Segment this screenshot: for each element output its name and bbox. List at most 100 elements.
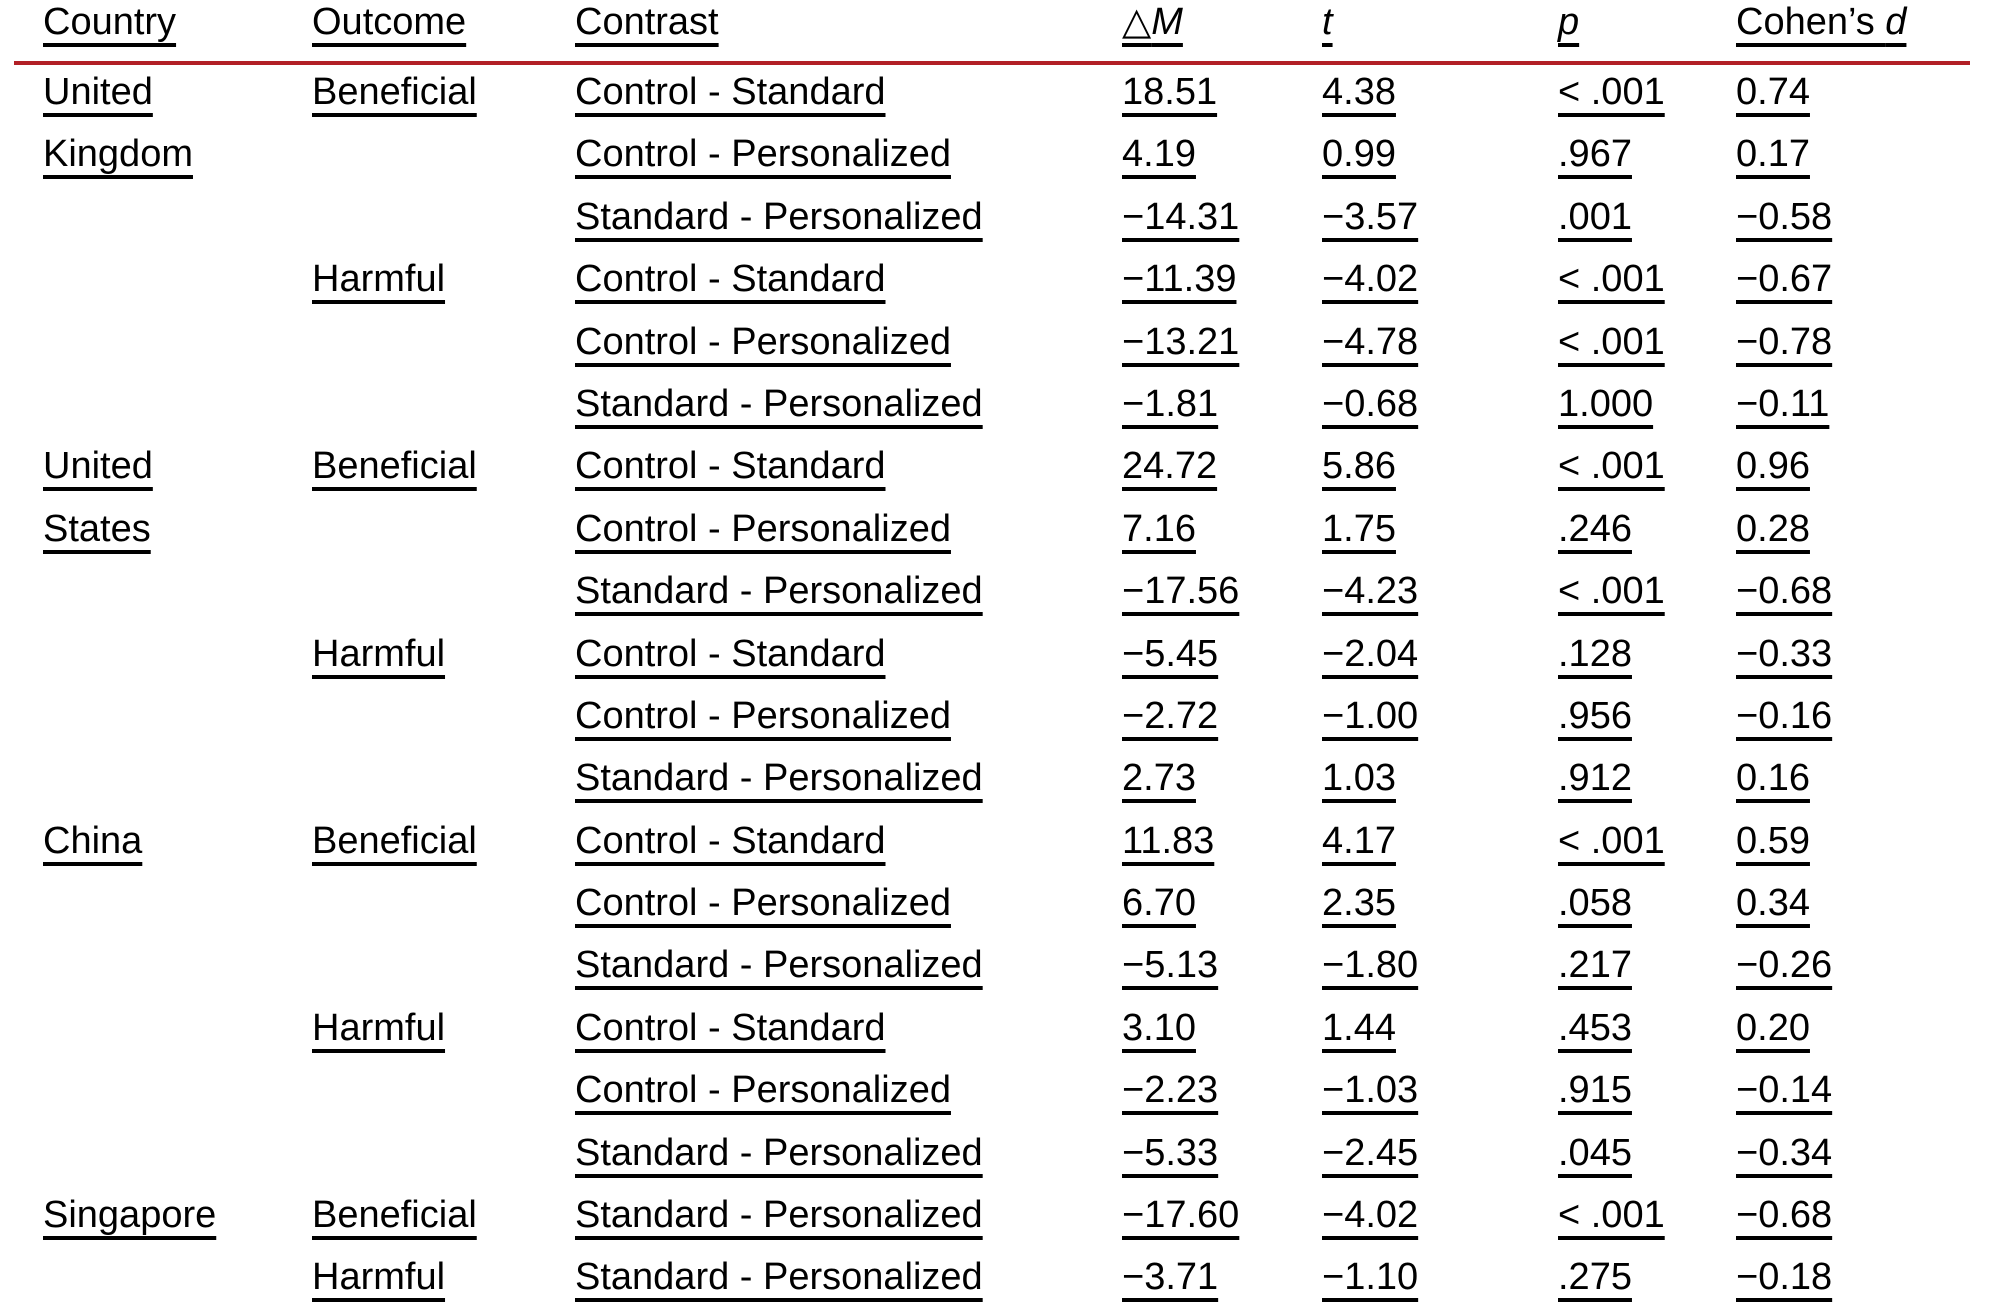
cell-country: United	[0, 444, 312, 506]
cell-text: 0.96	[1736, 445, 1810, 488]
col-header-delta-m: △M	[1122, 0, 1322, 70]
cell-text: −2.45	[1322, 1131, 1419, 1174]
cell-outcome	[312, 943, 575, 1005]
cell-text: < .001	[1558, 1194, 1665, 1237]
cell-text: −0.26	[1736, 944, 1833, 987]
cell-p: < .001	[1558, 320, 1736, 382]
cell-outcome: Beneficial	[312, 819, 575, 881]
table-row: Harmful Control - Standard 3.10 1.44 .45…	[0, 1006, 2005, 1068]
cell-text: Control - Personalized	[575, 320, 951, 363]
cell-outcome	[312, 569, 575, 631]
cell-p: .128	[1558, 632, 1736, 694]
cell-text: Control - Standard	[575, 632, 886, 675]
cell-contrast: Control - Standard	[575, 70, 1122, 132]
cell-cohens-d: 0.34	[1736, 881, 2005, 943]
cell-text: −0.68	[1736, 1194, 1833, 1237]
cell-text: Control - Standard	[575, 258, 886, 301]
cell-p: .967	[1558, 132, 1736, 194]
cell-text: United	[43, 71, 153, 113]
cell-text: 6.70	[1122, 882, 1196, 925]
cell-text: 24.72	[1122, 445, 1218, 488]
cell-text: −13.21	[1122, 320, 1240, 363]
cell-outcome: Harmful	[312, 1006, 575, 1068]
cell-t: −3.57	[1322, 195, 1558, 257]
cell-contrast: Control - Personalized	[575, 694, 1122, 756]
cell-text: Control - Personalized	[575, 1069, 951, 1112]
cell-t: 1.03	[1322, 756, 1558, 818]
cell-text: < .001	[1558, 258, 1665, 301]
cell-text: −2.72	[1122, 694, 1219, 737]
cell-t: −4.78	[1322, 320, 1558, 382]
cell-text: −1.80	[1322, 944, 1419, 987]
col-header-p: p	[1558, 0, 1736, 70]
cell-text: −0.68	[1736, 570, 1833, 613]
cell-p: < .001	[1558, 257, 1736, 319]
cell-p: < .001	[1558, 819, 1736, 881]
cell-text: Control - Standard	[575, 71, 886, 113]
table-row: United Beneficial Control - Standard 24.…	[0, 444, 2005, 506]
cell-delta-m: 2.73	[1122, 756, 1322, 818]
cell-delta-m: 24.72	[1122, 444, 1322, 506]
cell-text: < .001	[1558, 71, 1665, 113]
cell-text: 11.83	[1122, 819, 1215, 862]
cell-delta-m: −1.81	[1122, 382, 1322, 444]
cell-text: −0.14	[1736, 1069, 1833, 1112]
col-header-outcome: Outcome	[312, 0, 575, 70]
cell-contrast: Control - Standard	[575, 257, 1122, 319]
cell-text: Standard - Personalized	[575, 382, 983, 425]
table-row: Control - Personalized −2.23 −1.03 .915 …	[0, 1068, 2005, 1130]
header-label: Contrast	[575, 1, 719, 43]
cell-text: Beneficial	[312, 445, 477, 488]
table-row: Standard - Personalized −5.13 −1.80 .217…	[0, 943, 2005, 1005]
cell-text: −0.16	[1736, 694, 1833, 737]
cell-country	[0, 943, 312, 1005]
cell-text: −4.02	[1322, 1194, 1419, 1237]
cell-country	[0, 257, 312, 319]
cell-delta-m: −5.45	[1122, 632, 1322, 694]
cell-text: −5.13	[1122, 944, 1219, 987]
cell-country	[0, 195, 312, 257]
cell-p: < .001	[1558, 1193, 1736, 1255]
header-label: Country	[43, 1, 177, 43]
cell-text: −17.56	[1122, 570, 1240, 613]
cell-text: .045	[1558, 1131, 1632, 1174]
cell-text: Standard - Personalized	[575, 1131, 983, 1174]
cell-text: −14.31	[1122, 195, 1240, 238]
header-label: △M	[1122, 1, 1183, 43]
cell-cohens-d: −0.11	[1736, 382, 2005, 444]
cell-p: .915	[1558, 1068, 1736, 1130]
cell-contrast: Control - Personalized	[575, 507, 1122, 569]
cell-text: 1.000	[1558, 382, 1654, 425]
cell-contrast: Standard - Personalized	[575, 1131, 1122, 1193]
cell-text: −0.68	[1322, 382, 1419, 425]
cell-text: 2.73	[1122, 757, 1196, 800]
cell-text: −0.18	[1736, 1256, 1833, 1299]
header-label: Outcome	[312, 1, 467, 43]
cell-delta-m: −2.23	[1122, 1068, 1322, 1130]
cell-text: −4.02	[1322, 258, 1419, 301]
cohens-d-letter: d	[1885, 1, 1907, 43]
cell-outcome: Harmful	[312, 632, 575, 694]
cell-text: 2.35	[1322, 882, 1396, 925]
table-row: Control - Personalized −2.72 −1.00 .956 …	[0, 694, 2005, 756]
cell-contrast: Control - Standard	[575, 632, 1122, 694]
cell-text: 7.16	[1122, 507, 1196, 550]
delta-triangle-symbol: △	[1122, 1, 1152, 43]
table-row: China Beneficial Control - Standard 11.8…	[0, 819, 2005, 881]
table-row: Harmful Control - Standard −11.39 −4.02 …	[0, 257, 2005, 319]
cell-cohens-d: −0.16	[1736, 694, 2005, 756]
cell-contrast: Control - Standard	[575, 444, 1122, 506]
cell-text: States	[43, 507, 151, 550]
cell-text: .275	[1558, 1256, 1632, 1299]
cell-outcome	[312, 1131, 575, 1193]
cell-text: .058	[1558, 882, 1632, 925]
cell-text: < .001	[1558, 819, 1665, 862]
cell-country: United	[0, 70, 312, 132]
delta-m-letter: M	[1151, 1, 1183, 43]
cell-text: 0.20	[1736, 1006, 1810, 1049]
cell-outcome	[312, 507, 575, 569]
cohens-word: Cohen’s	[1736, 1, 1886, 43]
cell-text: 4.38	[1322, 71, 1396, 113]
cell-delta-m: 3.10	[1122, 1006, 1322, 1068]
cell-outcome: Beneficial	[312, 444, 575, 506]
